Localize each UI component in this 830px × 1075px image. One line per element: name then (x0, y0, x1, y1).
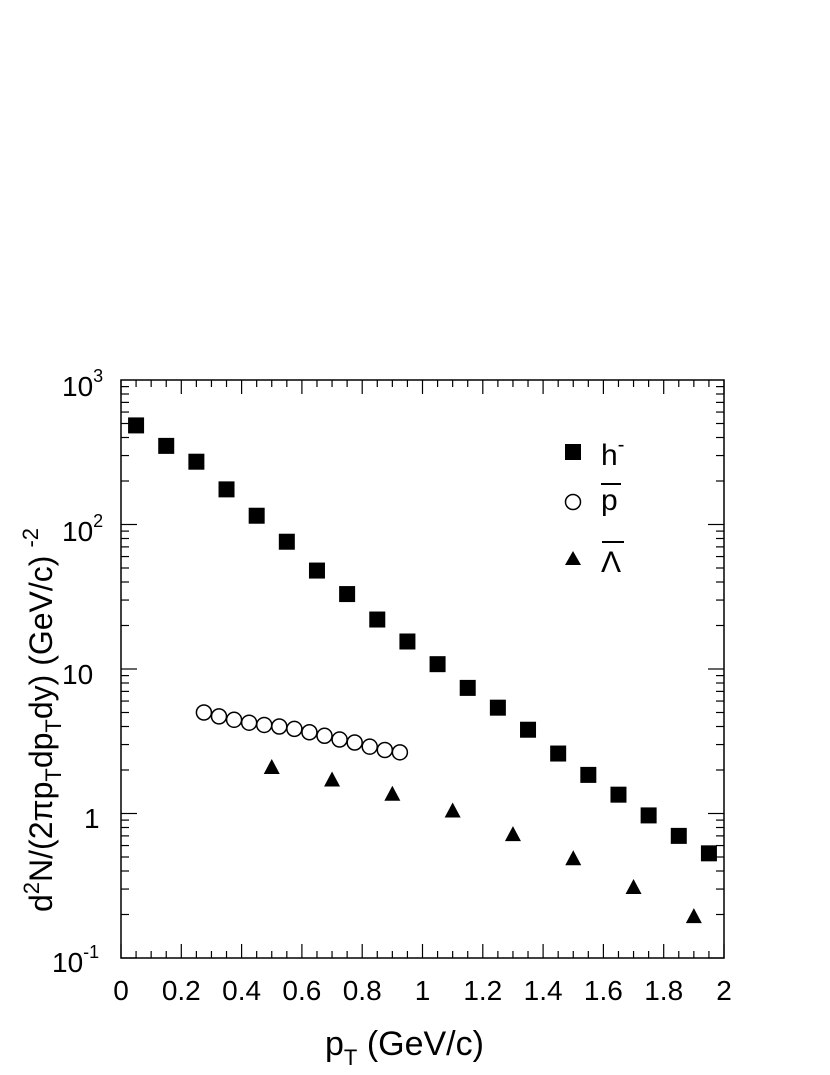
point-h-minus (429, 656, 446, 673)
point-pbar (286, 720, 303, 738)
point-pbar (331, 731, 348, 748)
x-tick-label: 1.4 (524, 975, 563, 1006)
legend-marker-h-minus (565, 444, 581, 460)
point-h-minus (459, 679, 476, 696)
x-tick-label: 0.2 (162, 975, 201, 1006)
legend-label-pbar: p (601, 484, 618, 517)
point-pbar (255, 716, 273, 734)
data-marks (128, 417, 717, 924)
y-tick-label-0.1: 10-1 (52, 942, 99, 978)
point-pbar (346, 734, 363, 751)
x-tick-label: 2 (716, 975, 732, 1006)
legend-marker-lambdabar (565, 551, 581, 565)
point-h-minus (158, 437, 175, 454)
point-h-minus (308, 562, 325, 579)
point-lambdabar (565, 850, 582, 866)
y-tick-labels: 103 102 10 1 10-1 (52, 366, 103, 978)
point-pbar (316, 727, 333, 745)
x-axis-label: pT (GeV/c) (325, 1025, 484, 1070)
x-tick-label: 0.6 (282, 975, 321, 1006)
y-tick-label-1000: 103 (62, 366, 103, 402)
y-axis-label: d2N/(2πpTdpTdy) (GeV/c)-2 (18, 528, 66, 912)
point-h-minus (218, 481, 235, 498)
point-h-minus (580, 766, 597, 783)
point-h-minus (339, 586, 356, 603)
y-tick-label-100: 102 (62, 511, 103, 547)
legend-label-h-minus: h- (601, 434, 624, 472)
plot-frame (120, 379, 725, 959)
point-lambdabar (625, 878, 642, 894)
axis-ticks (120, 380, 725, 959)
point-h-minus (520, 721, 537, 738)
point-h-minus (700, 845, 717, 862)
legend: h- p Λ (564, 434, 624, 579)
x-tick-labels: 0 0.2 0.4 0.6 0.8 1 1.2 1.4 1.6 1.8 2 (113, 975, 732, 1006)
point-h-minus (610, 786, 627, 803)
x-tick-label: 1 (415, 975, 431, 1006)
point-h-minus (489, 699, 506, 716)
point-h-minus (248, 507, 265, 524)
point-pbar (240, 714, 258, 731)
point-h-minus (278, 533, 295, 550)
x-tick-label: 1.2 (463, 975, 502, 1006)
x-tick-label: 0.8 (343, 975, 382, 1006)
point-pbar (271, 718, 288, 735)
point-pbar (361, 738, 378, 755)
point-pbar (195, 704, 213, 721)
point-lambdabar (685, 908, 702, 924)
point-h-minus (188, 453, 205, 470)
x-tick-label: 1.8 (644, 975, 683, 1006)
point-lambdabar (384, 785, 401, 801)
point-lambdabar (324, 771, 341, 787)
point-pbar (210, 708, 228, 725)
point-h-minus (128, 417, 145, 434)
point-pbar (225, 711, 243, 729)
point-h-minus (399, 633, 416, 650)
point-h-minus (670, 827, 687, 844)
point-h-minus (369, 611, 386, 628)
x-tick-label: 0.4 (222, 975, 261, 1006)
point-lambdabar (504, 826, 521, 842)
x-tick-label: 0 (113, 975, 129, 1006)
point-lambdabar (263, 758, 280, 774)
y-tick-label-10: 10 (62, 659, 93, 690)
y-tick-label-1: 1 (84, 803, 100, 834)
point-h-minus (550, 745, 567, 762)
point-lambdabar (444, 802, 461, 818)
point-pbar (301, 723, 318, 741)
point-pbar (376, 741, 394, 759)
point-h-minus (640, 807, 657, 824)
point-pbar (391, 744, 409, 761)
x-tick-label: 1.6 (584, 975, 623, 1006)
legend-label-lambdabar: Λ (601, 546, 621, 579)
legend-marker-pbar (564, 493, 582, 511)
